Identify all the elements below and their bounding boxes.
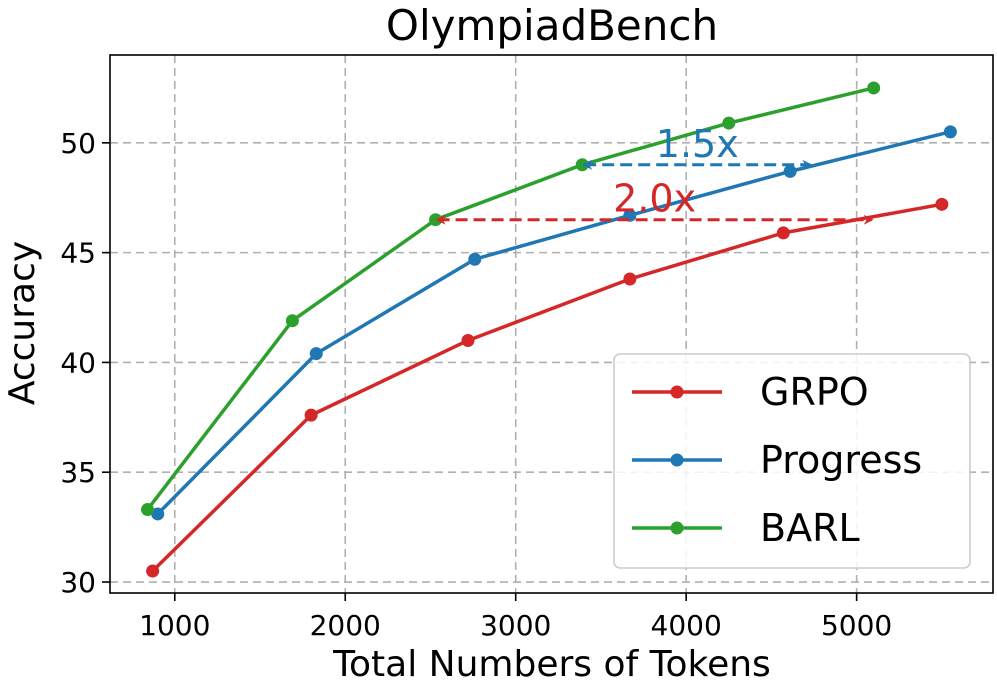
series-group (141, 81, 957, 578)
y-tick-label: 40 (60, 346, 96, 379)
legend-entry-progress: Progress (632, 438, 922, 482)
data-point (943, 125, 957, 139)
legend-label: Progress (760, 438, 922, 482)
x-tick-label: 1000 (139, 609, 210, 642)
legend-swatch-marker (670, 521, 684, 535)
series-grpo (146, 197, 949, 578)
data-point (623, 272, 637, 286)
y-tick-label: 45 (60, 237, 96, 270)
data-point (935, 197, 949, 211)
axis-ticks: 1000 2000 3000 4000 5000 30 35 40 45 50 (60, 127, 892, 642)
data-point (867, 81, 881, 95)
y-tick-label: 50 (60, 127, 96, 160)
annotations: 1.5x 2.0x (435, 122, 874, 225)
data-point (285, 314, 299, 328)
x-axis-title: Total Numbers of Tokens (332, 644, 771, 685)
data-point (722, 116, 736, 130)
data-point (776, 226, 790, 240)
chart-title: OlympiadBench (386, 1, 718, 50)
data-point (309, 347, 323, 361)
data-point (468, 252, 482, 266)
data-point (461, 333, 475, 347)
y-tick-label: 30 (60, 566, 96, 599)
x-tick-label: 3000 (480, 609, 551, 642)
legend-swatch-marker (670, 453, 684, 467)
x-tick-label: 4000 (651, 609, 722, 642)
series-line (156, 130, 951, 516)
data-point (141, 503, 155, 517)
legend-box (613, 353, 971, 569)
legend: GRPO Progress BARL (613, 353, 971, 569)
legend-label: GRPO (760, 370, 869, 414)
x-tick-label: 2000 (310, 609, 381, 642)
data-point (304, 408, 318, 422)
speedup-label: 2.0x (613, 177, 696, 221)
data-point (783, 164, 797, 178)
legend-entry-grpo: GRPO (632, 370, 869, 414)
speedup-label: 1.5x (656, 122, 739, 166)
legend-entry-barl: BARL (632, 506, 860, 550)
series-line (151, 202, 943, 573)
x-tick-label: 5000 (821, 609, 892, 642)
plot-area-frame (109, 54, 994, 594)
legend-label: BARL (760, 506, 860, 550)
series-barl (141, 81, 881, 517)
series-line (146, 86, 875, 511)
y-axis-title: Accuracy (2, 241, 43, 405)
legend-swatch-marker (670, 385, 684, 399)
y-tick-label: 35 (60, 456, 96, 489)
data-point (146, 564, 160, 578)
data-point (151, 507, 165, 521)
